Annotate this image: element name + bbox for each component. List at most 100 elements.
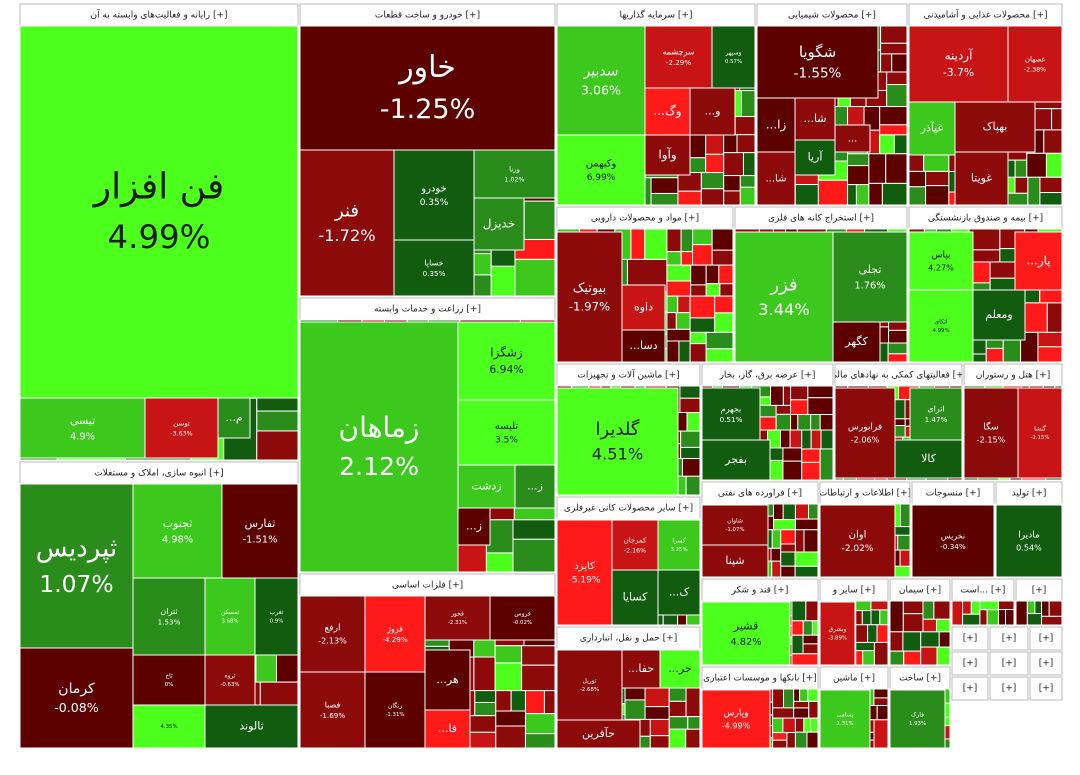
stock-tile[interactable]: وپارس-4.99%	[701, 689, 771, 749]
stock-tile[interactable]: ...	[834, 124, 871, 153]
stock-tile[interactable]: کمرجان -2.16%	[611, 519, 659, 571]
stock-tile[interactable]: شاوان -1.07%	[701, 504, 769, 546]
stock-tile[interactable]: فنر -1.72%	[299, 149, 395, 297]
stock-tile[interactable]: آریا	[794, 139, 836, 176]
stock-tile[interactable]: اوان -2.02%	[819, 504, 896, 578]
stock-tile[interactable]: ثتران 1.53%	[132, 577, 206, 656]
stock-tile[interactable]: ثغرب 0.9%	[254, 577, 299, 656]
stock-tile[interactable]: کالا	[894, 439, 963, 479]
stock-tile[interactable]: غصهان -2.38%	[1007, 25, 1063, 103]
stock-tile[interactable]: فخوز -2.31%	[424, 595, 491, 641]
stock-tile[interactable]: کرمان -0.08%	[19, 647, 134, 749]
sector-title[interactable]: [+]	[963, 634, 978, 644]
sector-title[interactable]: بانکها و موسسات اعتباری [+]	[703, 674, 817, 684]
stock-tile[interactable]: اتکای 4.99%	[908, 289, 974, 363]
stock-tile[interactable]: ثمسکن 3.68%	[204, 577, 256, 656]
stock-tile[interactable]: ...وگ	[644, 87, 691, 136]
sector-title[interactable]: حمل و نقل، انبارداری [+]	[580, 634, 677, 644]
sector-title[interactable]: زراعت و خدمات وابسته [+]	[374, 305, 481, 315]
stock-tile[interactable]: ارفع-2.13%	[299, 595, 366, 673]
stock-tile[interactable]: ...حر	[659, 649, 701, 689]
stock-tile[interactable]: وآوا	[644, 134, 691, 176]
sector-title[interactable]: [+]	[1039, 634, 1054, 644]
stock-tile[interactable]: وسپهر 0.57%	[711, 25, 756, 89]
stock-tile[interactable]: بفجر	[701, 439, 771, 481]
stock-tile[interactable]: فروس -0.02%	[489, 595, 556, 641]
stock-tile[interactable]: ...دسا	[621, 329, 666, 363]
stock-tile[interactable]: خدیزل	[473, 197, 525, 251]
sector-title[interactable]: ماشین آلات و تجهیزات [+]	[577, 369, 679, 381]
sector-title[interactable]: قند و شکر [+]	[731, 586, 789, 596]
sector-title[interactable]: هتل و رستوران [+]	[976, 371, 1051, 381]
sector-title[interactable]: [+]	[963, 684, 978, 694]
stock-tile[interactable]: شگویا -1.55%	[756, 25, 879, 99]
sector-title[interactable]: [+]	[1002, 634, 1017, 644]
sector-title[interactable]: محصولات غذایی و آشامیدنی [+]	[923, 9, 1047, 21]
sector-title[interactable]: مواد و محصولات دارویی [+]	[591, 214, 699, 224]
sector-title[interactable]: سرمایه گذاریها [+]	[620, 9, 693, 21]
stock-tile[interactable]: ...حفا	[621, 649, 661, 689]
sector-title[interactable]: [+]	[1002, 659, 1017, 669]
stock-tile[interactable]: 4.35%	[132, 704, 206, 749]
stock-tile[interactable]: تجلی 1.76%	[832, 231, 908, 323]
sector-title[interactable]: استخراج کانه های فلزی [+]	[768, 214, 874, 224]
sector-title[interactable]: فلزات اساسی [+]	[392, 581, 463, 591]
sector-title[interactable]: خودرو و ساخت قطعات [+]	[375, 11, 480, 21]
stock-tile[interactable]: ومعلم	[972, 289, 1026, 341]
stock-tile[interactable]: زدشت	[457, 464, 516, 509]
stock-tile[interactable]: ورنا 1.02%	[473, 149, 556, 199]
stock-tile[interactable]: سرچشمه -2.29%	[644, 25, 713, 89]
stock-tile[interactable]: کایزد -5.19%	[556, 519, 613, 626]
stock-tile[interactable]: ثپردیس 1.07%	[19, 483, 134, 649]
stock-tile[interactable]: گنشا -2.15%	[1017, 387, 1063, 479]
stock-tile[interactable]: سگا-2.15%	[963, 387, 1019, 479]
stock-tile[interactable]: وبشرق -3.89%	[819, 601, 856, 666]
stock-tile[interactable]: ...ز	[514, 464, 556, 509]
stock-tile[interactable]: تیسی 4.9%	[19, 397, 146, 459]
sector-title[interactable]: ماشین [+]	[833, 674, 875, 684]
stock-tile[interactable]: ...م	[217, 397, 251, 439]
stock-tile[interactable]: کسرا 3.25%	[657, 519, 701, 571]
sector-title[interactable]: اطلاعات و ارتباطات [+]	[819, 489, 911, 499]
sector-title[interactable]: [+]	[1002, 684, 1017, 694]
sector-title[interactable]: [+]	[1039, 659, 1054, 669]
stock-tile[interactable]: بجهرم 0.51%	[701, 387, 761, 441]
sector-title[interactable]: [+]	[1032, 586, 1047, 596]
stock-tile[interactable]: ...زا	[756, 97, 796, 153]
stock-tile[interactable]: وکبهمن 6.99%	[556, 134, 646, 206]
stock-tile[interactable]: ...شا	[756, 151, 796, 206]
stock-tile[interactable]: خودرو 0.35%	[393, 149, 475, 241]
stock-tile[interactable]: فزر 3.44%	[734, 231, 834, 363]
stock-tile[interactable]: توریل -2.68%	[556, 649, 623, 721]
sector-title[interactable]: فراورده های نفتی [+]	[718, 489, 802, 499]
stock-tile[interactable]: ثفارس -1.51%	[221, 483, 299, 579]
stock-tile[interactable]: خاور -1.25%	[299, 25, 556, 151]
sector-title[interactable]: سایر و [+]	[832, 586, 875, 596]
stock-tile[interactable]: فصبا -1.69%	[299, 671, 366, 749]
sector-title[interactable]: بیمه و صندوق بازنشستگی [+]	[928, 212, 1043, 224]
sector-title[interactable]: رایانه و فعالیت‌های وابسته به آن [+]	[90, 9, 227, 21]
stock-tile[interactable]: بسامی 1.31%	[819, 689, 871, 749]
stock-tile[interactable]: خساپا 0.35%	[393, 239, 475, 297]
sector-title[interactable]: انبوه سازی، املاک و مستغلات [+]	[94, 468, 223, 479]
stock-tile[interactable]: ...فا	[424, 709, 471, 749]
stock-tile[interactable]: ثاخ 0%	[132, 654, 206, 706]
stock-tile[interactable]: اترای 1.47%	[909, 387, 963, 441]
stock-tile[interactable]: بهپاک	[954, 101, 1036, 153]
stock-tile[interactable]: آردینه -3.7%	[908, 25, 1009, 103]
stock-tile[interactable]: ...ز	[457, 507, 491, 546]
stock-tile[interactable]: کگهر	[832, 321, 881, 363]
stock-tile[interactable]: گلدیرا 4.51%	[556, 387, 679, 496]
sector-title[interactable]: سیمان [+]	[899, 586, 941, 596]
stock-tile[interactable]: ثجنوب 4.98%	[132, 483, 223, 579]
stock-tile[interactable]: ...ک	[657, 569, 701, 616]
sector-title[interactable]: [+]	[963, 659, 978, 669]
stock-tile[interactable]: فروژ -4.29%	[364, 595, 426, 673]
stock-tile[interactable]: ...شا	[794, 97, 836, 141]
stock-tile[interactable]: کسایا	[611, 569, 659, 626]
stock-tile[interactable]: فن افزار 4.99%	[19, 25, 299, 399]
stock-tile[interactable]: تلیسه 3.5%	[457, 399, 556, 466]
stock-tile[interactable]: فرابورس-2.06%	[834, 387, 896, 479]
